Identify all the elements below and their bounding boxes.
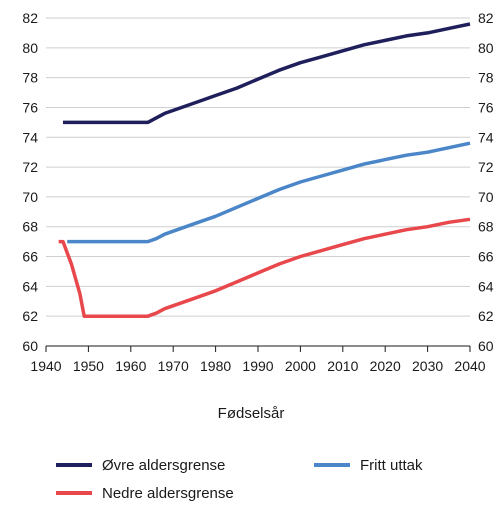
x-tick-label: 2040 (454, 358, 485, 374)
y-axis-right: 60 62 64 66 68 70 72 74 76 78 80 82 (478, 10, 494, 354)
x-tick-label: 1980 (200, 358, 231, 374)
x-tick-label: 1950 (73, 358, 104, 374)
x-tick-label: 2030 (412, 358, 443, 374)
y-tick-label-right: 78 (478, 70, 494, 86)
series-lines (58, 22, 471, 318)
series-line (63, 22, 471, 125)
y-axis-left: 60 62 64 66 68 70 72 74 76 78 80 82 (22, 10, 38, 354)
y-tick-label-right: 64 (478, 278, 494, 294)
y-tick-label-left: 70 (22, 189, 38, 205)
y-tick-label-left: 72 (22, 159, 38, 175)
x-axis-title: Fødselsår (218, 405, 285, 422)
x-tick-label: 1990 (242, 358, 273, 374)
y-tick-label-right: 62 (478, 308, 494, 324)
y-tick-label-left: 62 (22, 308, 38, 324)
y-tick-label-left: 60 (22, 338, 38, 354)
y-tick-label-right: 66 (478, 249, 494, 265)
y-tick-label-left: 78 (22, 70, 38, 86)
y-tick-label-left: 66 (22, 249, 38, 265)
x-tick-label: 2000 (285, 358, 316, 374)
y-tick-label-left: 82 (22, 10, 38, 26)
series-line (58, 217, 471, 318)
y-tick-label-right: 70 (478, 189, 494, 205)
y-tick-label-left: 68 (22, 219, 38, 235)
y-tick-label-right: 74 (478, 129, 494, 145)
x-tick-label: 1970 (158, 358, 189, 374)
x-tick-label: 1960 (115, 358, 146, 374)
y-tick-label-left: 74 (22, 129, 38, 145)
y-tick-label-right: 60 (478, 338, 494, 354)
y-tick-label-left: 64 (22, 278, 38, 294)
legend-label: Øvre aldersgrense (102, 457, 225, 474)
y-tick-label-right: 68 (478, 219, 494, 235)
x-axis: 1940 1950 1960 1970 1980 1990 2000 2010 2020 2030… (30, 345, 486, 374)
y-tick-label-right: 72 (478, 159, 494, 175)
series-line (67, 141, 471, 244)
legend-label: Nedre aldersgrense (102, 485, 234, 502)
y-tick-label-left: 80 (22, 40, 38, 56)
legend: Øvre aldersgrense Fritt uttak Nedre alders… (56, 457, 423, 502)
y-tick-label-right: 80 (478, 40, 494, 56)
y-tick-label-right: 76 (478, 99, 494, 115)
x-tick-label: 2010 (327, 358, 358, 374)
x-tick-label: 2020 (370, 358, 401, 374)
x-tick-label: 1940 (30, 358, 61, 374)
legend-label: Fritt uttak (360, 457, 423, 474)
y-tick-label-left: 76 (22, 99, 38, 115)
y-tick-label-right: 82 (478, 10, 494, 26)
